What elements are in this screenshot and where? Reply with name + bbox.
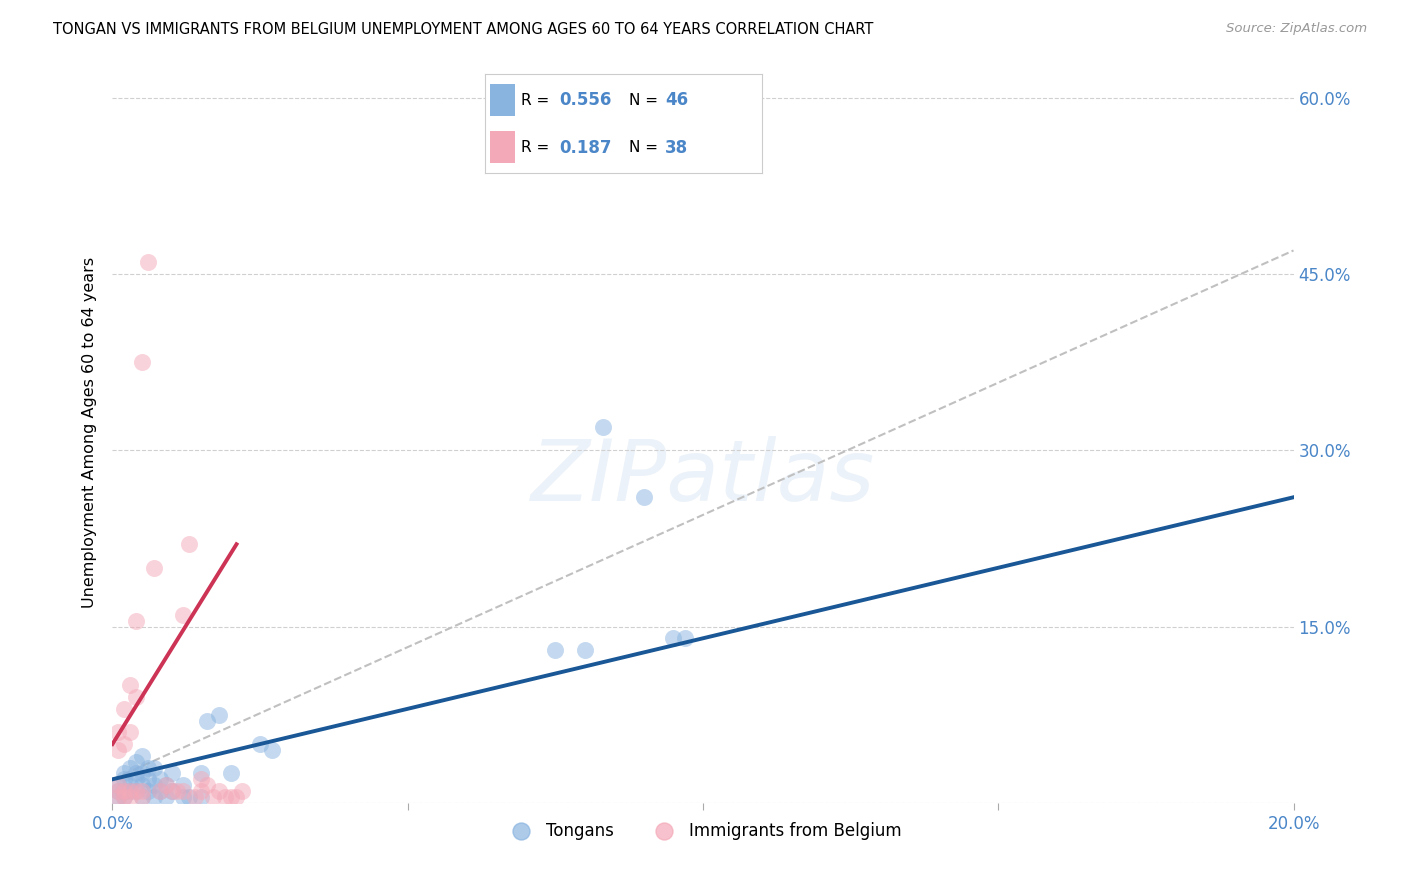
Point [149,784,172,798]
Point [155,778,177,792]
Point [260,743,283,757]
Point [107,784,129,798]
Point [673,632,696,646]
Point [125,784,148,798]
Point [166,784,188,798]
Point [112,766,135,780]
Point [214,789,236,804]
Point [136,772,159,787]
Point [125,690,148,704]
Point [195,714,218,728]
Point [120,778,142,792]
Point [190,789,212,804]
Point [131,784,153,798]
Point [125,772,148,787]
Point [544,643,567,657]
Point [112,784,135,798]
Point [131,748,153,763]
Point [107,743,129,757]
Point [231,784,253,798]
Point [633,490,655,504]
Point [131,766,153,780]
Point [107,778,129,792]
Point [120,760,142,774]
Point [219,766,242,780]
Point [120,725,142,739]
Text: ZIPatlas: ZIPatlas [531,435,875,518]
Point [179,537,201,551]
Point [131,789,153,804]
Point [142,789,165,804]
Point [195,778,218,792]
Point [107,778,129,792]
Point [136,255,159,269]
Point [131,778,153,792]
Point [125,614,148,628]
Point [190,772,212,787]
Point [107,789,129,804]
Point [120,678,142,692]
Point [190,784,212,798]
Legend: Tongans, Immigrants from Belgium: Tongans, Immigrants from Belgium [498,815,908,847]
Point [131,789,153,804]
Point [160,784,183,798]
Point [136,784,159,798]
Point [172,607,194,622]
Point [131,355,153,369]
Point [142,778,165,792]
Point [125,755,148,769]
Point [149,772,172,787]
Point [219,789,242,804]
Point [112,772,135,787]
Point [107,725,129,739]
Text: Source: ZipAtlas.com: Source: ZipAtlas.com [1226,22,1367,36]
Point [574,643,596,657]
Point [172,789,194,804]
Point [149,784,172,798]
Text: TONGAN VS IMMIGRANTS FROM BELGIUM UNEMPLOYMENT AMONG AGES 60 TO 64 YEARS CORRELA: TONGAN VS IMMIGRANTS FROM BELGIUM UNEMPL… [53,22,873,37]
Point [120,789,142,804]
Point [125,784,148,798]
Point [225,789,247,804]
Point [112,789,135,804]
Point [179,789,201,804]
Point [208,707,231,722]
Point [160,784,183,798]
Point [155,778,177,792]
Point [112,702,135,716]
Point [125,766,148,780]
Point [142,561,165,575]
Point [155,789,177,804]
Y-axis label: Unemployment Among Ages 60 to 64 years: Unemployment Among Ages 60 to 64 years [82,257,97,608]
Point [160,766,183,780]
Point [120,784,142,798]
Point [208,784,231,798]
Point [172,784,194,798]
Point [592,419,614,434]
Point [142,760,165,774]
Point [136,760,159,774]
Point [120,784,142,798]
Point [662,632,685,646]
Point [112,789,135,804]
Point [112,737,135,751]
Point [190,766,212,780]
Point [107,784,129,798]
Point [112,784,135,798]
Point [249,737,271,751]
Point [172,778,194,792]
Point [184,789,207,804]
Point [107,789,129,804]
Point [201,789,224,804]
